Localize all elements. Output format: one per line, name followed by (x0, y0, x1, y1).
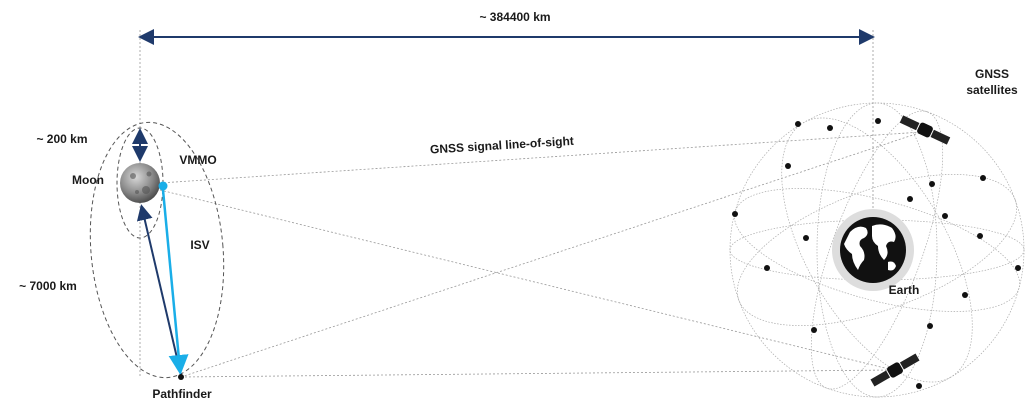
earth-label: Earth (889, 283, 920, 297)
pathfinder-label: Pathfinder (152, 387, 212, 401)
vmmo (159, 182, 168, 191)
diagram: ~ 384400 km GNSS signal line-of-sight Mo… (0, 0, 1031, 403)
moon-label: Moon (72, 173, 104, 187)
moon (120, 163, 160, 203)
altitude-label: ~ 200 km (36, 132, 87, 146)
pathfinder-moon-arrow (142, 208, 181, 375)
satellite-icon (899, 114, 951, 147)
gnss-label: satellites (966, 83, 1018, 97)
signal-lines (160, 132, 922, 377)
signal-label: GNSS signal line-of-sight (430, 134, 575, 157)
pathfinder (178, 374, 184, 380)
vmmo-label: VMMO (179, 153, 216, 167)
distance-label: ~ 384400 km (479, 10, 550, 24)
isv-arrow (163, 190, 180, 370)
isv-label: ISV (190, 238, 209, 252)
pathfinder-distance-label: ~ 7000 km (19, 279, 77, 293)
gnss-label: GNSS (975, 67, 1009, 81)
